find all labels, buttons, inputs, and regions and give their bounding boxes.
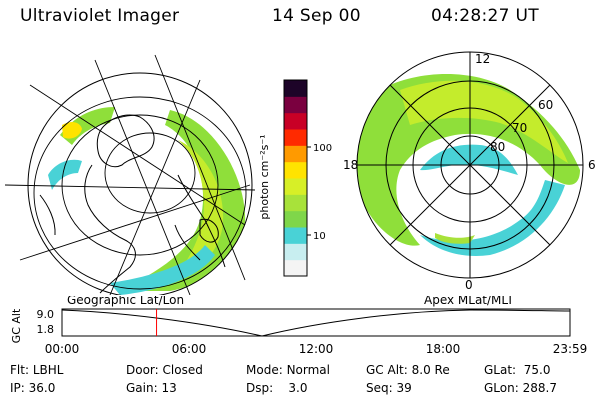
timeline-xtick-2: 12:00 <box>299 342 334 356</box>
colorbar-stripe <box>284 96 307 114</box>
mlt-label-dusk: 18 <box>343 158 358 172</box>
seq-label: Seq: <box>366 381 393 395</box>
colorbar-tick-10: 10 <box>313 231 326 242</box>
altitude-curve <box>61 309 571 337</box>
mlt-label-midnight: 0 <box>465 278 473 290</box>
glat-value: 75.0 <box>523 363 551 377</box>
altitude-timeline: Geographic Lat/Lon Apex MLat/MLT GC Alt … <box>10 296 588 356</box>
left-map-label: Geographic Lat/Lon <box>67 296 184 307</box>
colorbar-stripe <box>284 259 307 277</box>
observation-time: 04:28:27 UT <box>431 6 539 26</box>
timeline-xtick-4: 23:59 <box>553 342 588 356</box>
aurora-patch-hot <box>62 121 82 139</box>
seq-value: 39 <box>396 381 412 395</box>
aurora-fringe <box>48 159 82 190</box>
filter-label: Flt: <box>10 363 29 377</box>
dsp-value: 3.0 <box>288 381 308 395</box>
colorbar-stripe <box>284 194 307 212</box>
aurora-oval-edge <box>110 245 215 295</box>
mlat-mlt-grid <box>356 51 584 279</box>
colorbar-stripe <box>284 161 307 179</box>
colorbar-gradient <box>284 80 307 277</box>
colorbar-stripe <box>284 178 307 195</box>
filter-info: Flt: LBHL <box>10 363 63 377</box>
colorbar-stripe <box>284 227 307 244</box>
coastlines <box>39 114 226 294</box>
colorbar-unit-label: photon cm⁻²s⁻¹ <box>258 134 271 219</box>
colorbar-stripe <box>284 243 307 261</box>
aurora-oval-bright-mlt <box>400 80 568 163</box>
glon-value: 288.7 <box>522 381 557 395</box>
colorbar-stripe <box>284 112 307 130</box>
colorbar-stripe <box>284 129 307 146</box>
gain-value: 13 <box>161 381 177 395</box>
geographic-map <box>4 54 255 295</box>
gc-alt-info: GC Alt: 8.0 Re <box>366 363 450 377</box>
mode-info: Mode: Normal <box>246 363 330 377</box>
glon-info: GLon: 288.7 <box>484 381 557 395</box>
gc-alt-label: GC Alt: <box>366 363 408 377</box>
intensity-colorbar: photon cm⁻²s⁻¹ 100 10 <box>258 79 332 277</box>
timeline-frame <box>61 308 571 337</box>
door-value: Closed <box>162 363 203 377</box>
mlat-label-80: 80 <box>490 140 505 154</box>
gain-label: Gain: <box>126 381 158 395</box>
magnetic-polar-map: 12 18 6 0 60 70 80 <box>343 51 596 290</box>
dsp-label: Dsp: <box>246 381 274 395</box>
ip-info: IP: 36.0 <box>10 381 55 395</box>
gc-alt-value: 8.0 Re <box>411 363 450 377</box>
aurora-patch-night <box>435 233 475 244</box>
door-label: Door: <box>126 363 159 377</box>
timeline-axis-label: GC Alt <box>10 308 23 343</box>
observation-date: 14 Sep 00 <box>272 6 361 26</box>
ip-label: IP: <box>10 381 25 395</box>
colorbar-frame <box>283 79 308 277</box>
glon-label: GLon: <box>484 381 519 395</box>
colorbar-stripe <box>284 145 307 163</box>
door-info: Door: Closed <box>126 363 203 377</box>
polar-cap-fringe <box>420 144 518 175</box>
mode-label: Mode: <box>246 363 283 377</box>
timeline-xtick-0: 00:00 <box>45 342 80 356</box>
gain-info: Gain: 13 <box>126 381 177 395</box>
mlt-label-dawn: 6 <box>588 158 596 172</box>
glat-info: GLat: 75.0 <box>484 363 550 377</box>
colorbar-tick-100: 100 <box>313 143 332 154</box>
lat-lon-grid <box>4 54 255 295</box>
colorbar-stripe <box>284 210 307 228</box>
timeline-xtick-3: 18:00 <box>426 342 461 356</box>
glat-label: GLat: <box>484 363 517 377</box>
mode-value: Normal <box>286 363 330 377</box>
map-horizon <box>27 72 253 295</box>
dsp-info: Dsp: 3.0 <box>246 381 308 395</box>
instrument-title: Ultraviolet Imager <box>20 6 180 26</box>
ip-value: 36.0 <box>28 381 56 395</box>
timeline-xtick-1: 06:00 <box>172 342 207 356</box>
right-map-label: Apex MLat/MLT <box>424 296 514 307</box>
timeline-ytick-top: 9.0 <box>37 308 55 321</box>
filter-value: LBHL <box>32 363 64 377</box>
colorbar-stripe <box>284 80 307 97</box>
mlat-label-60: 60 <box>538 98 553 112</box>
aurora-oval-bright <box>172 140 224 281</box>
mlt-label-noon: 12 <box>475 52 490 66</box>
timeline-ytick-bottom: 1.8 <box>37 323 55 336</box>
mlat-label-70: 70 <box>512 121 527 135</box>
seq-info: Seq: 39 <box>366 381 412 395</box>
